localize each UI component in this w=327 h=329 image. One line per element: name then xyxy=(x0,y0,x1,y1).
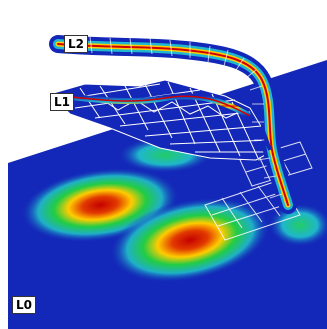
level-1-grid xyxy=(59,81,273,159)
cool-spot-right xyxy=(268,203,327,247)
hot-spot-lower xyxy=(109,197,271,283)
level-label-l1: L1 xyxy=(50,93,74,111)
level-label-l0: L0 xyxy=(12,296,36,314)
level-label-l2: L2 xyxy=(64,35,88,53)
level-2-tube xyxy=(49,35,297,214)
level-connection xyxy=(260,127,272,151)
level-1-plane xyxy=(49,79,279,161)
